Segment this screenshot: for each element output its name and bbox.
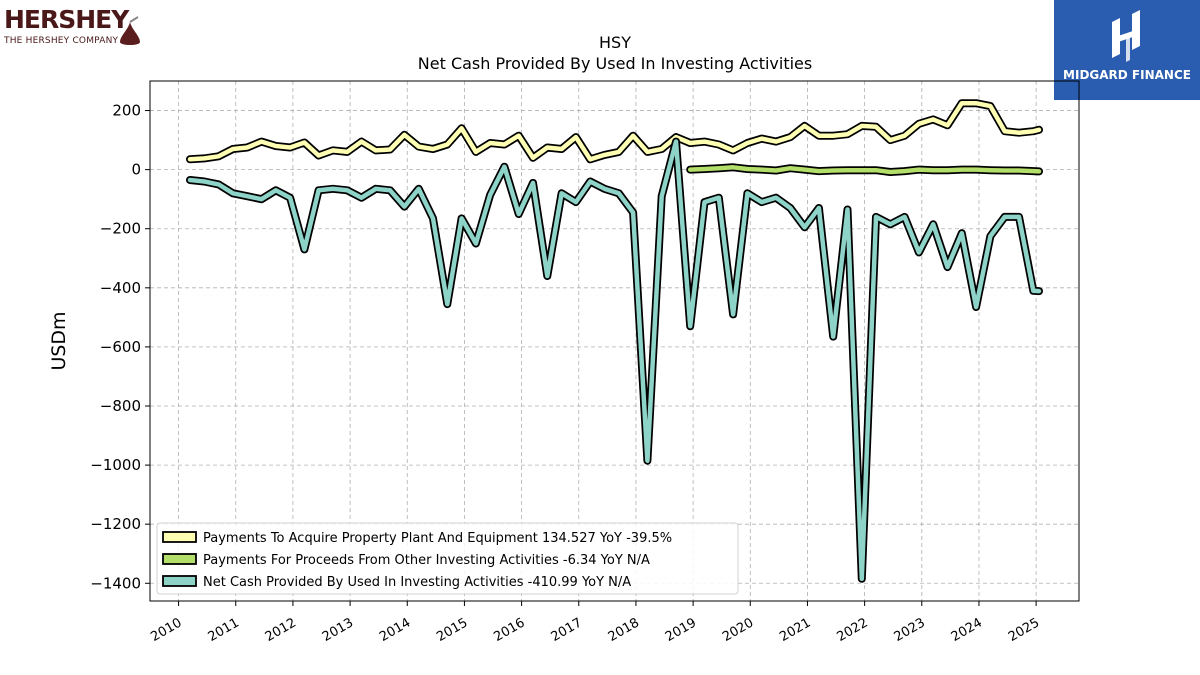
hershey-logo-text: HERSHEY — [4, 5, 129, 34]
x-tick-label: 2021 — [777, 615, 813, 645]
series-line-0 — [187, 100, 1042, 162]
x-tick-label: 2013 — [320, 615, 356, 645]
hershey-logo: HERSHEY THE HERSHEY COMPANY — [4, 6, 144, 56]
legend-box — [156, 522, 739, 595]
hershey-logo-subtext: THE HERSHEY COMPANY — [4, 36, 119, 46]
y-tick-label: −600 — [100, 338, 141, 356]
midgard-finance-logo: MIDGARD FINANCE — [1054, 0, 1200, 100]
y-tick-label: −200 — [100, 220, 141, 238]
x-tick-label: 2024 — [949, 615, 985, 645]
x-tick-label: 2015 — [434, 615, 470, 645]
midgard-emblem-icon — [1112, 10, 1140, 62]
x-tick-label: 2023 — [892, 615, 928, 645]
series-line-2 — [187, 139, 1042, 582]
x-tick-label: 2012 — [263, 615, 299, 645]
legend-swatch — [162, 575, 197, 587]
legend-entry: Payments For Proceeds From Other Investi… — [203, 553, 650, 568]
x-tick-label: 2014 — [377, 615, 413, 645]
x-tick-label: 2010 — [148, 615, 184, 645]
kiss-icon — [120, 16, 140, 45]
y-tick-label: −400 — [100, 279, 141, 297]
x-tick-label: 2011 — [206, 615, 242, 645]
chart-subtitle: Net Cash Provided By Used In Investing A… — [417, 54, 813, 73]
x-tick-label: 2019 — [663, 615, 699, 645]
y-tick-label: −1000 — [90, 456, 141, 474]
x-tick-label: 2025 — [1006, 615, 1042, 645]
series-lines — [186, 99, 1043, 583]
x-tick-label: 2016 — [491, 615, 527, 645]
legend-swatch — [162, 531, 197, 543]
y-tick-label: −1200 — [90, 515, 141, 533]
y-tick-label: 0 — [131, 161, 141, 179]
plot-frame — [149, 80, 1080, 602]
y-tick-label: 200 — [112, 102, 141, 120]
x-tick-label: 2022 — [834, 615, 870, 645]
series-line-1 — [687, 165, 1042, 175]
legend-entry: Payments To Acquire Property Plant And E… — [203, 531, 672, 546]
y-tick-label: −800 — [100, 397, 141, 415]
x-tick-label: 2018 — [606, 615, 642, 645]
legend: Payments To Acquire Property Plant And E… — [156, 522, 739, 595]
x-axis: 2010 2011 2012 2013 2014 2015 2016 2017 2018 2019… — [148, 601, 1042, 645]
y-axis-label: USDm — [48, 311, 70, 370]
x-tick-label: 2017 — [549, 615, 585, 645]
y-tick-label: −1400 — [90, 574, 141, 592]
legend-swatch — [162, 553, 197, 565]
midgard-finance-logo-text: MIDGARD FINANCE — [1063, 68, 1191, 82]
chart-title-block: HSY Net Cash Provided By Used In Investi… — [150, 32, 1080, 74]
y-axis: 200 0 −200 −400 −600 −800 −1000 −1200 −1400 — [90, 102, 150, 592]
chart-title: HSY — [599, 33, 631, 52]
series-outline-2 — [186, 137, 1043, 583]
x-tick-label: 2020 — [720, 615, 756, 645]
legend-entry: Net Cash Provided By Used In Investing A… — [203, 575, 631, 590]
